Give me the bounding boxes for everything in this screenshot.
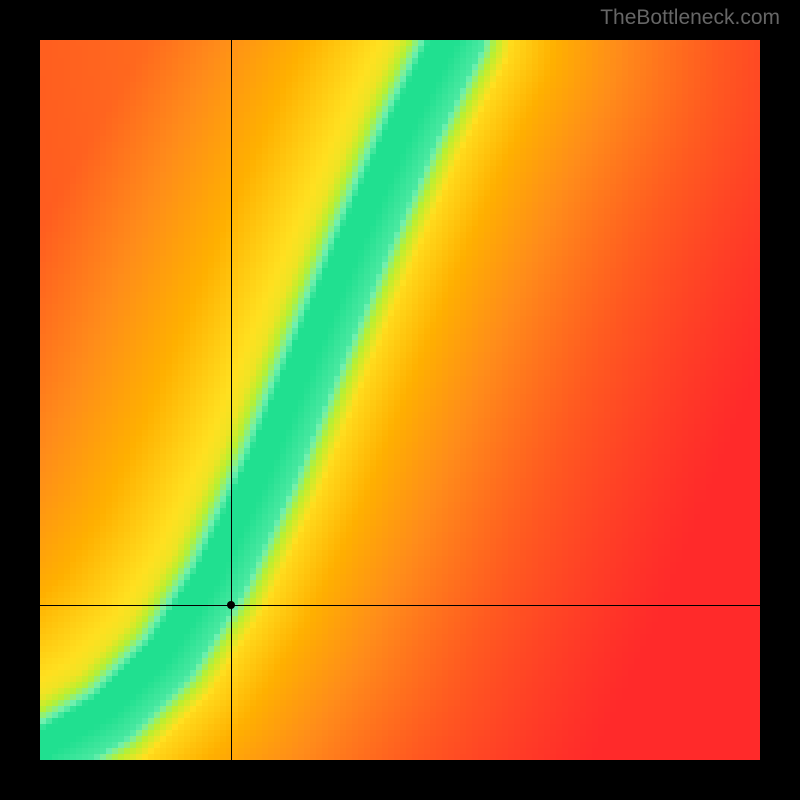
heatmap-canvas — [40, 40, 760, 760]
crosshair-vertical-line — [231, 40, 232, 760]
watermark-text: TheBottleneck.com — [600, 6, 780, 30]
heatmap-plot-area — [40, 40, 760, 760]
crosshair-horizontal-line — [40, 605, 760, 606]
crosshair-dot — [227, 601, 235, 609]
